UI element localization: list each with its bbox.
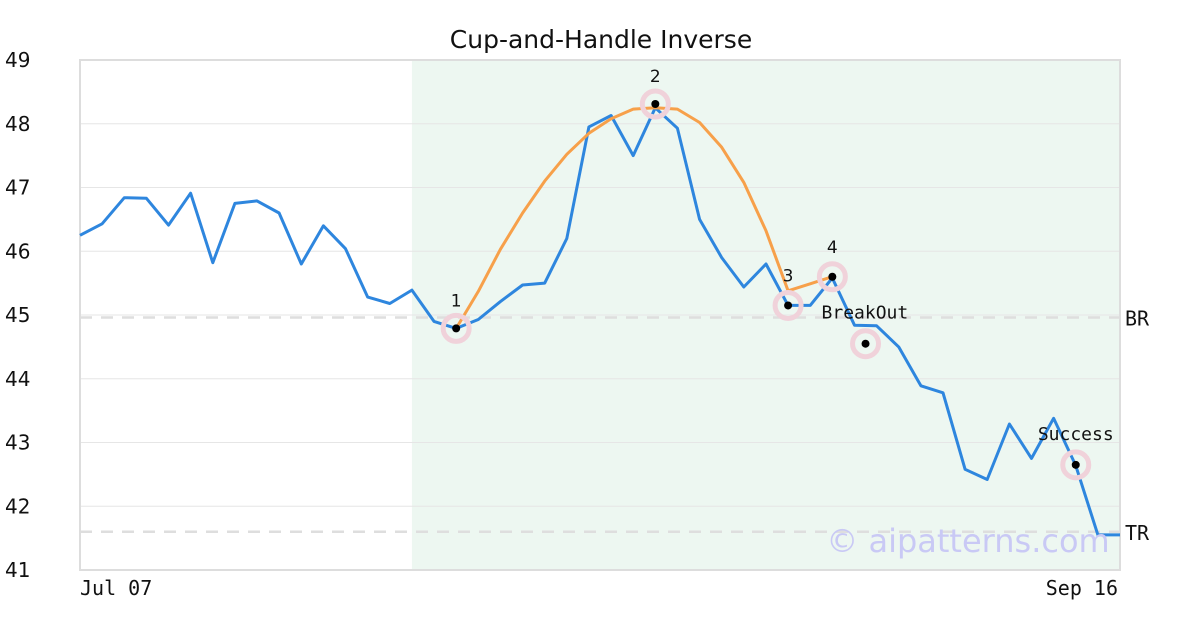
y-tick-label: 41 xyxy=(5,558,30,582)
chart-title: Cup-and-Handle Inverse xyxy=(450,25,752,54)
point-halo xyxy=(850,328,882,360)
y-tick-label: 42 xyxy=(5,494,30,518)
reference-lines-layer: BR TR xyxy=(80,307,1150,545)
y-axis: 41 42 43 44 45 46 47 48 49 xyxy=(5,48,30,582)
point-label: 2 xyxy=(650,67,661,87)
point-marker xyxy=(861,339,870,348)
point-marker xyxy=(828,272,837,281)
grid-layer xyxy=(80,123,1120,507)
y-tick-label: 46 xyxy=(5,239,30,263)
point-marker xyxy=(1071,460,1080,469)
x-axis: Jul 07 Sep 16 xyxy=(80,576,1118,600)
point-label: BreakOut xyxy=(822,303,909,324)
watermark: © aipatterns.com xyxy=(826,522,1109,560)
point-label: 1 xyxy=(451,291,462,311)
points-layer: 1 2 3 4 BreakOut Success xyxy=(440,67,1114,481)
point-label: Success xyxy=(1038,424,1114,445)
point-halo xyxy=(639,88,671,120)
point-halo xyxy=(816,261,848,293)
point-marker xyxy=(784,301,793,310)
point-halo xyxy=(1060,449,1092,481)
point-label: 3 xyxy=(783,266,794,286)
point-marker xyxy=(651,99,660,108)
point-halo xyxy=(772,289,804,321)
y-tick-label: 47 xyxy=(5,176,30,200)
point-halo xyxy=(440,312,472,344)
x-tick-label: Sep 16 xyxy=(1046,576,1118,600)
plot-frame xyxy=(79,59,1121,571)
y-tick-label: 44 xyxy=(5,367,30,391)
point-label: 4 xyxy=(827,238,838,258)
y-tick-label: 45 xyxy=(5,303,30,327)
y-tick-label: 43 xyxy=(5,431,30,455)
reference-label-br: BR xyxy=(1125,307,1150,331)
price-line xyxy=(79,106,1120,537)
y-tick-label: 49 xyxy=(5,48,30,72)
x-tick-label: Jul 07 xyxy=(80,576,152,600)
point-marker xyxy=(452,324,461,333)
reference-label-tr: TR xyxy=(1125,521,1150,545)
y-tick-label: 48 xyxy=(5,112,30,136)
